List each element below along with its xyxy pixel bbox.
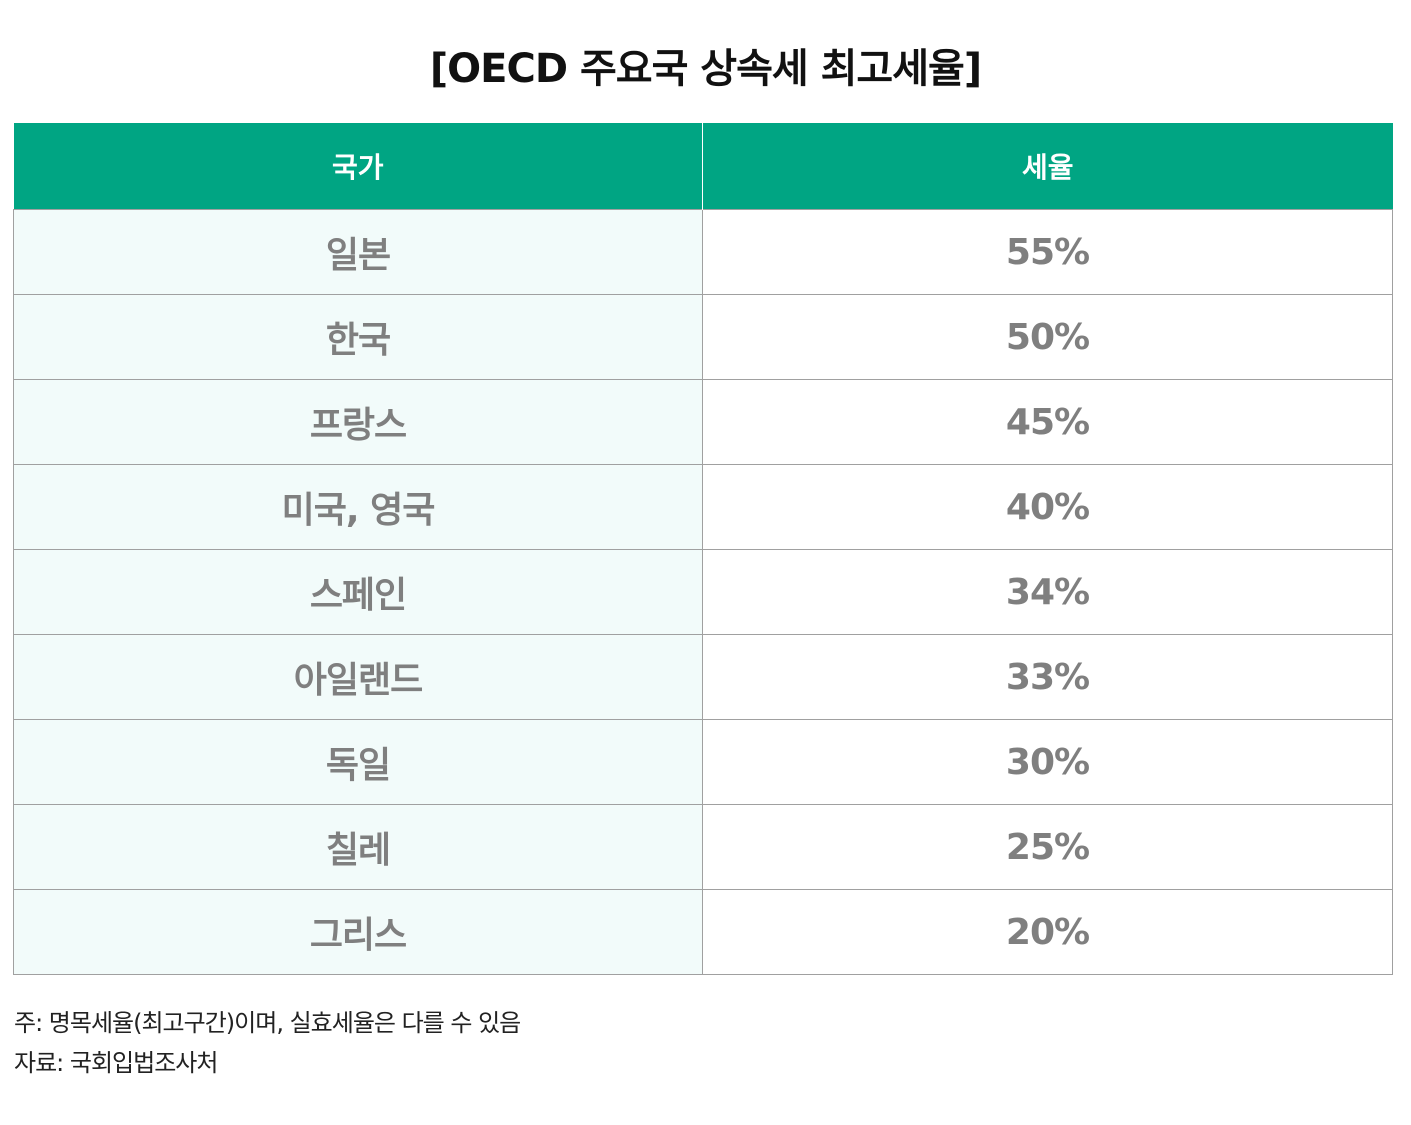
table-row: 독일 30%	[13, 719, 1393, 805]
column-header-rate: 세율	[702, 123, 1393, 210]
rate-cell: 34%	[702, 549, 1393, 635]
source-text: 자료: 국회입법조사처	[14, 1049, 218, 1077]
rate-cell: 55%	[702, 209, 1393, 295]
rate-cell: 33%	[702, 634, 1393, 720]
rate-cell: 40%	[702, 464, 1393, 550]
table-row: 프랑스 45%	[13, 379, 1393, 465]
tax-rate-table: 국가 세율 일본 55% 한국 50% 프랑스 45% 미국, 영국 40% 스페인 34% 아일랜…	[13, 123, 1393, 975]
page-title: [OECD 주요국 상속세 최고세율]	[429, 46, 982, 92]
footnotes: 주: 명목세율(최고구간)이며, 실효세율은 다를 수 있음 자료: 국회입법조…	[14, 1003, 521, 1083]
rate-cell: 45%	[702, 379, 1393, 465]
note-text: 주: 명목세율(최고구간)이며, 실효세율은 다를 수 있음	[14, 1009, 521, 1037]
table-row: 일본 55%	[13, 209, 1393, 295]
table-header-row: 국가 세율	[13, 123, 1393, 210]
table-row: 그리스 20%	[13, 889, 1393, 975]
country-cell: 칠레	[13, 804, 703, 890]
country-cell: 독일	[13, 719, 703, 805]
country-cell: 스페인	[13, 549, 703, 635]
table-row: 스페인 34%	[13, 549, 1393, 635]
table-body: 일본 55% 한국 50% 프랑스 45% 미국, 영국 40% 스페인 34% 아일랜드 33% 독일…	[13, 209, 1393, 975]
country-cell: 일본	[13, 209, 703, 295]
country-cell: 그리스	[13, 889, 703, 975]
table-row: 아일랜드 33%	[13, 634, 1393, 720]
country-cell: 미국, 영국	[13, 464, 703, 550]
column-header-country: 국가	[13, 123, 703, 210]
table-row: 미국, 영국 40%	[13, 464, 1393, 550]
country-cell: 한국	[13, 294, 703, 380]
table-row: 칠레 25%	[13, 804, 1393, 890]
rate-cell: 20%	[702, 889, 1393, 975]
rate-cell: 30%	[702, 719, 1393, 805]
country-cell: 아일랜드	[13, 634, 703, 720]
rate-cell: 50%	[702, 294, 1393, 380]
rate-cell: 25%	[702, 804, 1393, 890]
country-cell: 프랑스	[13, 379, 703, 465]
table-row: 한국 50%	[13, 294, 1393, 380]
